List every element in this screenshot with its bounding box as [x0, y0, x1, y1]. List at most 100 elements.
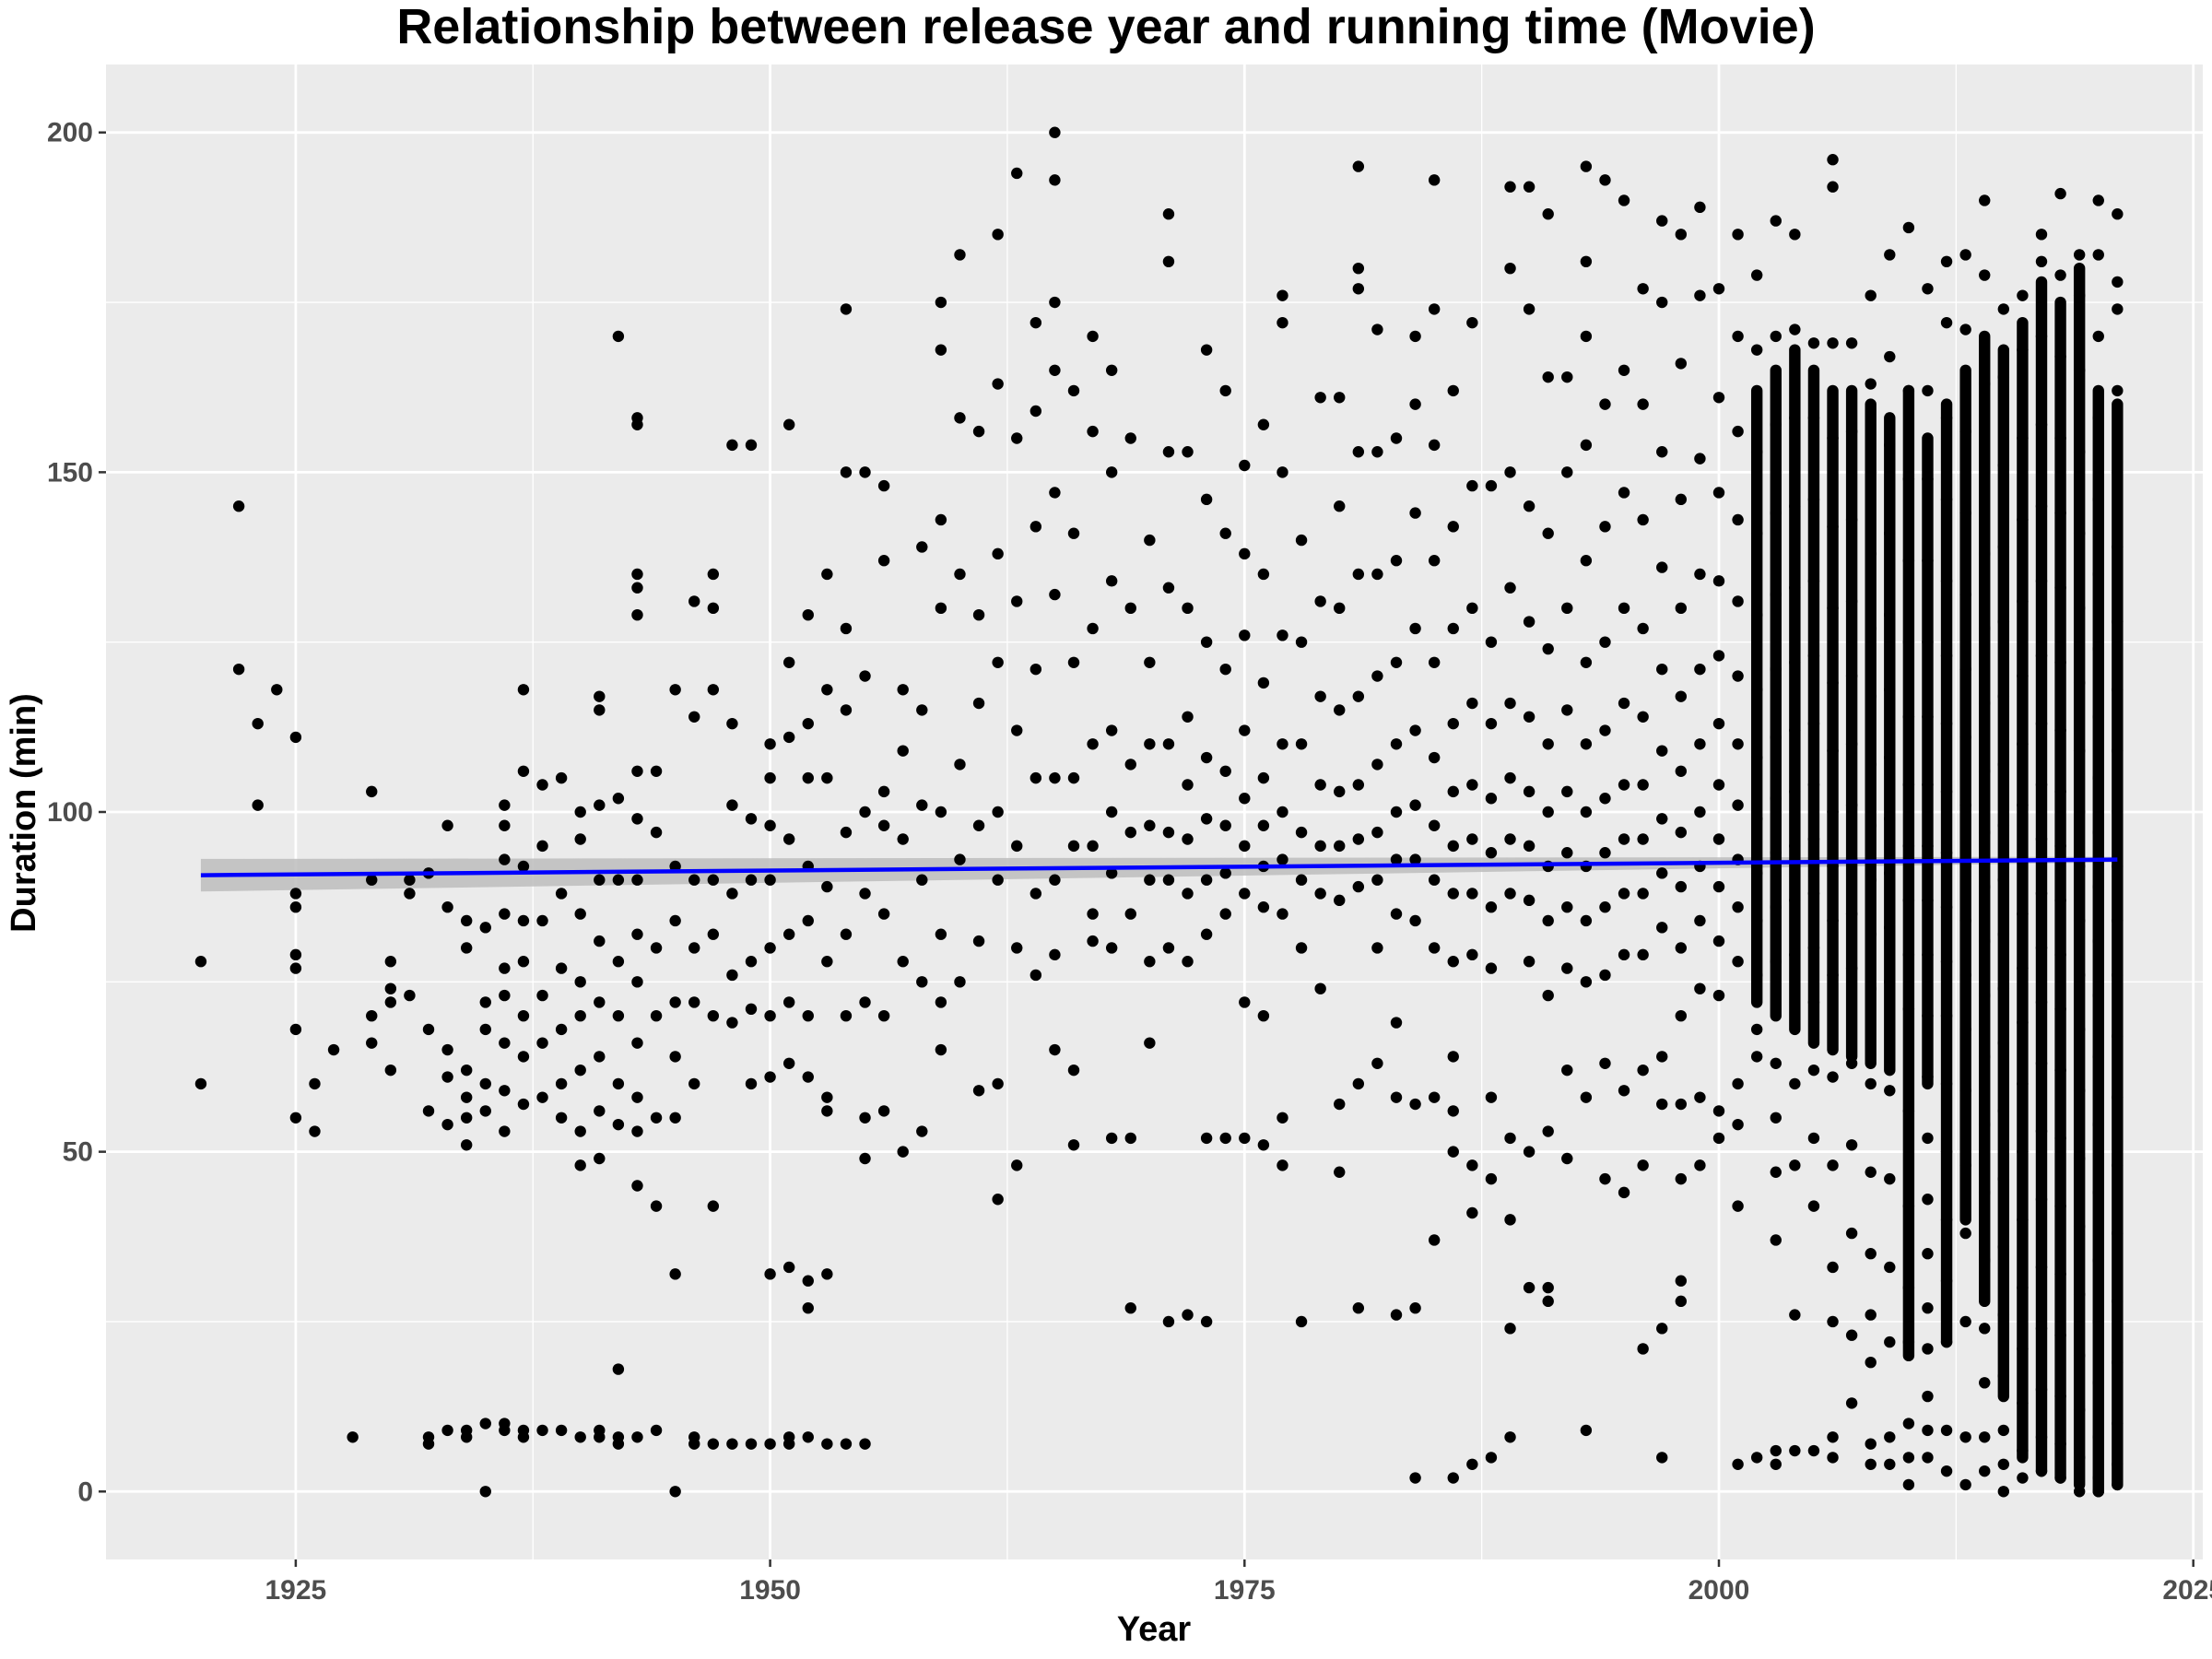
data-point — [2054, 785, 2066, 798]
data-point — [1409, 1098, 1421, 1111]
data-point — [1523, 711, 1535, 723]
data-point — [764, 942, 776, 954]
data-point — [1979, 1465, 1991, 1477]
data-point — [1656, 1452, 1668, 1464]
data-point — [1827, 1071, 1839, 1083]
data-point — [1011, 1159, 1023, 1171]
data-point — [1940, 1424, 1953, 1437]
data-point — [1997, 1037, 2010, 1049]
data-point — [1580, 160, 1593, 172]
data-point — [631, 1431, 643, 1443]
data-point — [745, 439, 758, 452]
data-point — [2092, 989, 2104, 1002]
data-point — [1997, 1309, 2010, 1321]
data-point — [1334, 392, 1346, 404]
data-point — [2112, 208, 2124, 220]
data-point — [2054, 1472, 2066, 1484]
data-point — [859, 670, 871, 682]
data-point — [1030, 888, 1042, 900]
data-point — [536, 779, 548, 791]
data-point — [707, 874, 720, 886]
data-point — [1637, 711, 1649, 723]
data-point — [1542, 1295, 1554, 1308]
data-point — [441, 819, 453, 831]
data-point — [366, 1009, 378, 1022]
data-point — [1277, 629, 1288, 641]
data-point — [859, 1438, 871, 1450]
data-point — [1334, 704, 1346, 716]
data-point — [1200, 344, 1213, 356]
data-point — [1712, 283, 1725, 295]
data-point — [782, 996, 795, 1008]
data-point — [1371, 874, 1383, 886]
data-point — [1997, 819, 2010, 831]
data-point — [1334, 894, 1346, 907]
data-point — [802, 608, 814, 621]
data-point — [726, 888, 738, 900]
data-point — [517, 1009, 530, 1022]
data-point — [1124, 1132, 1136, 1145]
data-point — [2054, 840, 2066, 853]
data-point — [1162, 208, 1175, 220]
data-point — [499, 853, 511, 865]
data-point — [1675, 942, 1688, 954]
data-point — [802, 1071, 814, 1083]
data-point — [2092, 412, 2104, 424]
data-point — [1295, 826, 1308, 839]
data-point — [669, 996, 681, 1008]
data-point — [1011, 595, 1023, 607]
data-point — [1049, 296, 1061, 309]
data-point — [1827, 677, 1839, 689]
data-point — [1049, 588, 1061, 601]
data-point — [289, 948, 302, 961]
data-point — [2073, 527, 2086, 539]
data-point — [1124, 1302, 1136, 1314]
data-point — [1561, 847, 1573, 859]
data-point — [2017, 799, 2029, 811]
data-point — [2035, 717, 2048, 730]
data-point — [1922, 894, 1934, 907]
data-point — [1637, 948, 1649, 961]
data-point — [1200, 636, 1213, 648]
data-point — [707, 568, 720, 581]
data-point — [1105, 364, 1118, 376]
data-point — [1409, 507, 1421, 519]
data-point — [1884, 1261, 1896, 1274]
data-point — [1542, 371, 1554, 383]
data-point — [1618, 1085, 1630, 1097]
data-point — [1504, 697, 1516, 710]
data-point — [1257, 1009, 1270, 1022]
data-point — [1334, 500, 1346, 512]
data-point — [1770, 793, 1782, 805]
data-point — [1694, 201, 1706, 214]
data-point — [1599, 969, 1611, 982]
data-point — [1979, 880, 1991, 893]
data-point — [1182, 602, 1194, 615]
data-point — [1219, 819, 1231, 831]
data-point — [499, 1037, 511, 1049]
data-point — [1504, 888, 1516, 900]
data-point — [384, 1064, 397, 1077]
data-point — [2054, 350, 2066, 363]
data-point — [1789, 1444, 1801, 1457]
data-point — [1807, 1064, 1820, 1077]
data-point — [782, 928, 795, 940]
data-point — [1447, 840, 1459, 853]
data-point — [289, 901, 302, 913]
data-point — [2035, 779, 2048, 791]
data-point — [1200, 751, 1213, 764]
data-point — [479, 922, 491, 934]
data-point — [1295, 1315, 1308, 1328]
data-point — [1182, 1309, 1194, 1321]
data-point — [612, 956, 625, 968]
data-point — [1523, 1281, 1535, 1294]
data-point — [2073, 602, 2086, 615]
data-point — [764, 1268, 776, 1280]
data-point — [1845, 1329, 1858, 1341]
data-point — [1523, 500, 1535, 512]
data-point — [574, 1431, 586, 1443]
data-point — [1694, 806, 1706, 818]
data-point — [1105, 575, 1118, 587]
data-point — [2073, 1349, 2086, 1362]
data-point — [2092, 826, 2104, 839]
